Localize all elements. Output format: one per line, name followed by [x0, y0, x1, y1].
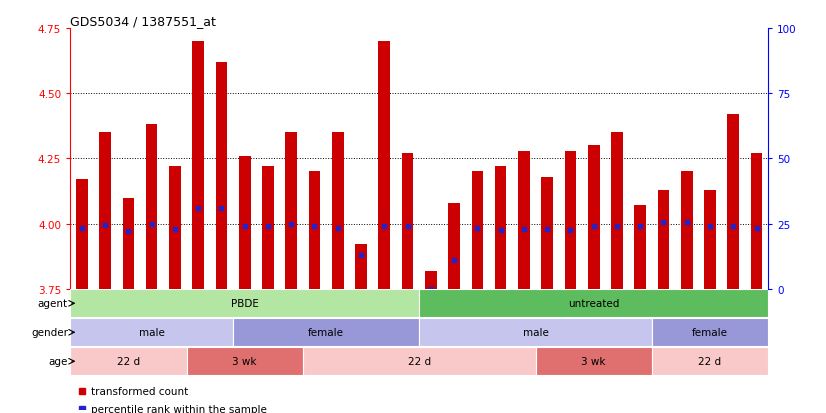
Bar: [233, 318, 420, 347]
Bar: [728, 115, 739, 289]
Bar: [122, 198, 134, 289]
Bar: [541, 177, 553, 289]
Bar: [70, 290, 420, 318]
Text: age: age: [49, 356, 68, 366]
Bar: [705, 190, 716, 289]
Text: 3 wk: 3 wk: [582, 356, 606, 366]
Bar: [286, 133, 297, 289]
Bar: [239, 157, 250, 289]
Bar: [657, 190, 669, 289]
Text: 3 wk: 3 wk: [232, 356, 257, 366]
Bar: [332, 133, 344, 289]
Bar: [169, 167, 181, 289]
Bar: [425, 271, 437, 289]
Bar: [99, 133, 111, 289]
Bar: [420, 290, 768, 318]
Bar: [187, 347, 303, 375]
Bar: [192, 42, 204, 289]
Bar: [751, 154, 762, 289]
Bar: [449, 203, 460, 289]
Text: untreated: untreated: [568, 299, 620, 309]
Bar: [420, 318, 652, 347]
Bar: [70, 347, 187, 375]
Text: agent: agent: [38, 299, 68, 309]
Bar: [652, 318, 768, 347]
Bar: [401, 154, 413, 289]
Text: PBDE: PBDE: [230, 299, 259, 309]
Bar: [76, 180, 88, 289]
Text: female: female: [308, 328, 344, 337]
Text: 22 d: 22 d: [699, 356, 722, 366]
Bar: [262, 167, 273, 289]
Text: male: male: [523, 328, 548, 337]
Text: 22 d: 22 d: [408, 356, 430, 366]
Bar: [495, 167, 506, 289]
Text: percentile rank within the sample: percentile rank within the sample: [91, 404, 267, 413]
Bar: [309, 172, 320, 289]
Bar: [303, 347, 535, 375]
Text: transformed count: transformed count: [91, 386, 188, 396]
Bar: [70, 318, 233, 347]
Bar: [535, 347, 652, 375]
Text: male: male: [139, 328, 164, 337]
Bar: [472, 172, 483, 289]
Text: GDS5034 / 1387551_at: GDS5034 / 1387551_at: [70, 15, 216, 28]
Bar: [355, 245, 367, 289]
Bar: [681, 172, 692, 289]
Bar: [216, 63, 227, 289]
Text: gender: gender: [31, 328, 68, 337]
Bar: [378, 42, 390, 289]
Text: female: female: [692, 328, 728, 337]
Text: 22 d: 22 d: [116, 356, 140, 366]
Bar: [611, 133, 623, 289]
Bar: [634, 206, 646, 289]
Bar: [146, 125, 158, 289]
Bar: [565, 151, 577, 289]
Bar: [588, 146, 600, 289]
Bar: [518, 151, 529, 289]
Bar: [652, 347, 768, 375]
